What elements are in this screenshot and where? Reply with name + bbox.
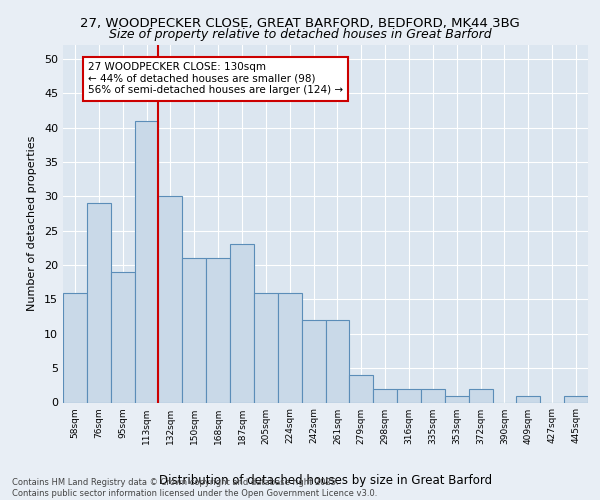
X-axis label: Distribution of detached houses by size in Great Barford: Distribution of detached houses by size … bbox=[159, 474, 492, 488]
Text: Contains HM Land Registry data © Crown copyright and database right 2025.
Contai: Contains HM Land Registry data © Crown c… bbox=[12, 478, 377, 498]
Bar bbox=[182, 258, 206, 402]
Bar bbox=[111, 272, 134, 402]
Bar bbox=[254, 292, 278, 403]
Bar bbox=[278, 292, 302, 403]
Bar bbox=[158, 196, 182, 402]
Bar bbox=[469, 389, 493, 402]
Text: 27, WOODPECKER CLOSE, GREAT BARFORD, BEDFORD, MK44 3BG: 27, WOODPECKER CLOSE, GREAT BARFORD, BED… bbox=[80, 17, 520, 30]
Y-axis label: Number of detached properties: Number of detached properties bbox=[27, 136, 37, 312]
Bar bbox=[397, 389, 421, 402]
Bar bbox=[325, 320, 349, 402]
Bar bbox=[134, 120, 158, 402]
Text: Size of property relative to detached houses in Great Barford: Size of property relative to detached ho… bbox=[109, 28, 491, 41]
Bar bbox=[302, 320, 325, 402]
Bar bbox=[373, 389, 397, 402]
Bar bbox=[349, 375, 373, 402]
Bar bbox=[87, 203, 111, 402]
Bar bbox=[517, 396, 540, 402]
Bar bbox=[230, 244, 254, 402]
Bar bbox=[445, 396, 469, 402]
Text: 27 WOODPECKER CLOSE: 130sqm
← 44% of detached houses are smaller (98)
56% of sem: 27 WOODPECKER CLOSE: 130sqm ← 44% of det… bbox=[88, 62, 343, 96]
Bar bbox=[206, 258, 230, 402]
Bar bbox=[421, 389, 445, 402]
Bar bbox=[63, 292, 87, 403]
Bar bbox=[564, 396, 588, 402]
